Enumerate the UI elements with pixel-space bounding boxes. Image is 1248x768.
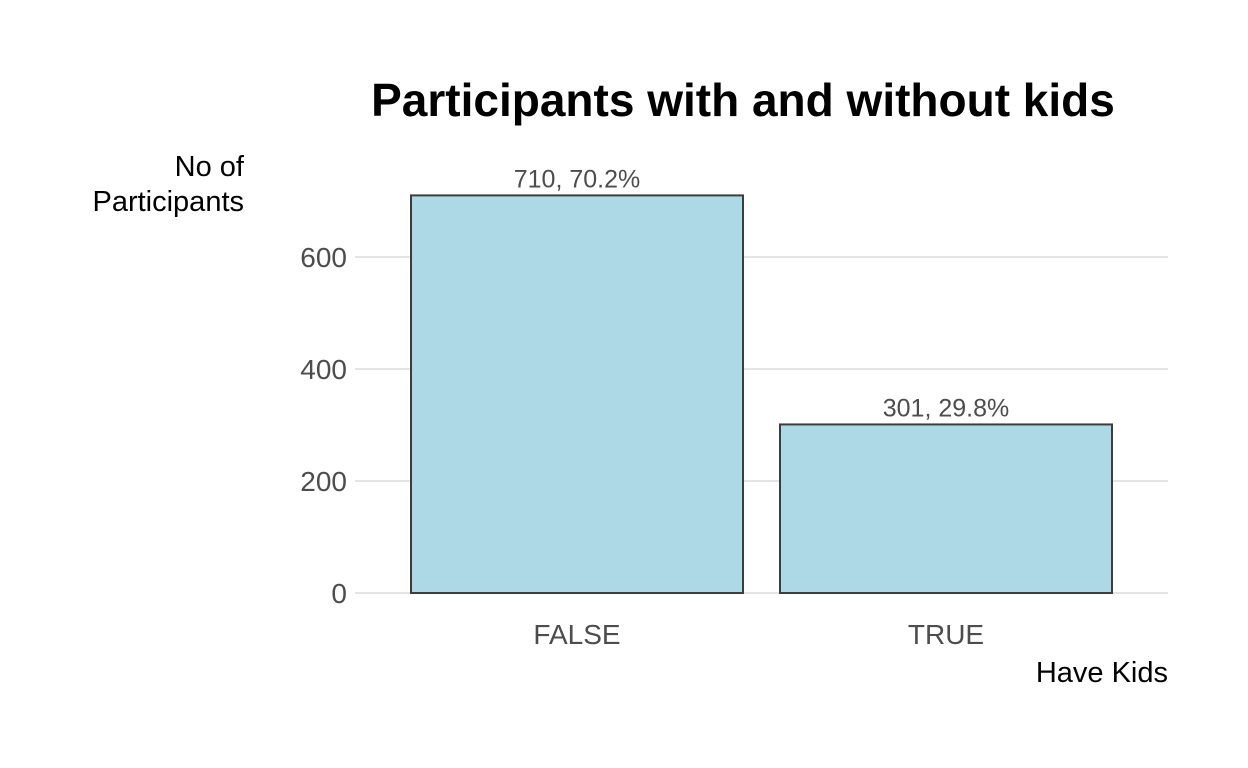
bar-data-label: 301, 29.8% (883, 394, 1010, 422)
y-tick-label: 400 (300, 354, 347, 385)
bars (410, 194, 1113, 594)
y-axis-label-line-2: Participants (92, 186, 244, 218)
x-tick-label: TRUE (908, 619, 984, 650)
y-tick-label: 200 (300, 466, 347, 497)
x-axis-ticks: FALSE TRUE (533, 619, 984, 650)
bar-true (779, 423, 1113, 594)
y-axis-ticks: 0 200 400 600 (300, 242, 347, 609)
y-axis-label-line-1: No of (175, 151, 245, 183)
x-axis-label: Have Kids (1036, 657, 1168, 689)
chart-title: Participants with and without kids (371, 74, 1115, 126)
y-tick-label: 600 (300, 242, 347, 273)
data-labels: 710, 70.2% 301, 29.8% (514, 165, 1010, 422)
x-tick-label: FALSE (533, 619, 620, 650)
bar-data-label: 710, 70.2% (514, 165, 641, 193)
y-tick-label: 0 (331, 578, 347, 609)
bar-false (410, 194, 744, 594)
